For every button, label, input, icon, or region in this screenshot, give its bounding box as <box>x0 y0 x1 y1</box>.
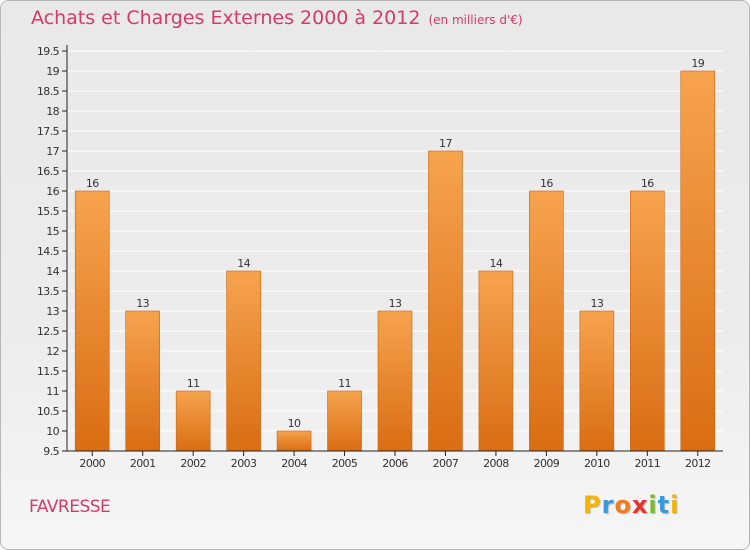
y-tick-label: 16.5 <box>37 165 60 178</box>
logo-letter: P <box>583 491 602 519</box>
bar <box>630 190 665 452</box>
x-tick-label: 2001 <box>130 457 156 470</box>
y-tick-label: 11.5 <box>37 365 60 378</box>
proxiti-logo: Proxiti <box>583 491 679 519</box>
x-tick-label: 2003 <box>231 457 257 470</box>
bar <box>327 390 362 452</box>
x-tick-label: 2005 <box>332 457 358 470</box>
y-tick-label: 14.5 <box>37 245 60 258</box>
x-tick-label: 2002 <box>180 457 206 470</box>
bar <box>478 270 514 452</box>
x-tick-label: 2012 <box>685 457 711 470</box>
data-label: 13 <box>590 297 603 310</box>
bar <box>175 390 211 452</box>
y-tick-label: 11 <box>46 385 59 398</box>
bar <box>226 270 261 452</box>
data-label: 14 <box>237 257 250 270</box>
data-label: 19 <box>691 57 704 70</box>
y-tick-label: 10 <box>46 425 59 438</box>
chart-unit: (en milliers d'€) <box>428 13 523 27</box>
data-label: 13 <box>136 297 149 310</box>
x-tick-label: 2006 <box>382 457 408 470</box>
data-label: 13 <box>389 297 402 310</box>
bar <box>680 70 716 452</box>
y-tick-label: 13.5 <box>37 285 60 298</box>
x-tick-label: 2009 <box>534 457 560 470</box>
data-label: 11 <box>187 377 200 390</box>
logo-letter: i <box>648 491 658 519</box>
y-tick-label: 17 <box>46 145 59 158</box>
data-label: 10 <box>288 417 301 430</box>
data-label: 14 <box>490 257 503 270</box>
logo-letter: x <box>631 491 649 519</box>
chart-title-text: Achats et Charges Externes 2000 à 2012 <box>31 7 421 29</box>
x-tick-label: 2010 <box>584 457 610 470</box>
y-tick-label: 12.5 <box>37 325 60 338</box>
bar <box>529 190 564 452</box>
y-tick-label: 19.5 <box>37 45 60 58</box>
x-tick-label: 2000 <box>79 457 105 470</box>
bar <box>276 430 312 452</box>
data-label: 16 <box>540 177 553 190</box>
bar <box>74 190 110 452</box>
bar <box>377 310 413 452</box>
y-tick-label: 17.5 <box>37 125 60 138</box>
chart-title: Achats et Charges Externes 2000 à 2012 (e… <box>31 7 523 29</box>
x-tick-label: 2011 <box>635 457 661 470</box>
x-tick-label: 2008 <box>483 457 509 470</box>
y-tick-label: 19 <box>46 65 59 78</box>
x-tick-label: 2007 <box>433 457 459 470</box>
y-tick-label: 16 <box>46 185 59 198</box>
y-tick-label: 15.5 <box>37 205 60 218</box>
x-tick-label: 2004 <box>281 457 307 470</box>
logo-letter: r <box>601 491 615 519</box>
y-tick-label: 12 <box>46 345 59 358</box>
logo-letter: t <box>657 491 671 519</box>
logo-letter: o <box>614 491 632 519</box>
bar <box>428 150 463 452</box>
data-label: 11 <box>338 377 351 390</box>
y-tick-label: 13 <box>46 305 59 318</box>
logo-letter: i <box>670 491 680 519</box>
bar <box>579 310 615 452</box>
y-tick-label: 18 <box>46 105 59 118</box>
data-label: 16 <box>641 177 654 190</box>
y-tick-label: 15 <box>46 225 59 238</box>
bar <box>125 310 160 452</box>
town-name: FAVRESSE <box>29 497 111 517</box>
data-label: 16 <box>86 177 99 190</box>
y-tick-label: 9.5 <box>43 445 59 458</box>
y-tick-label: 18.5 <box>37 85 60 98</box>
y-tick-label: 10.5 <box>37 405 60 418</box>
y-tick-label: 14 <box>46 265 59 278</box>
data-label: 17 <box>439 137 452 150</box>
